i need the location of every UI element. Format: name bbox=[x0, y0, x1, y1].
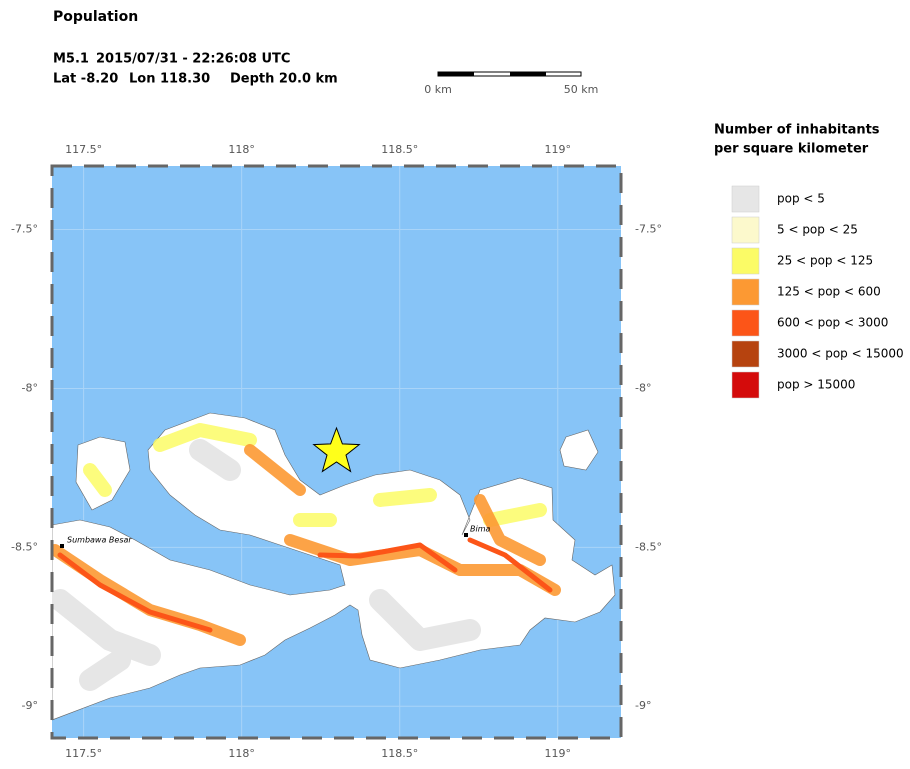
y-tick-label: -8.5° bbox=[635, 540, 662, 553]
y-tick-label: -7.5° bbox=[635, 223, 662, 236]
x-tick-label: 119° bbox=[545, 143, 572, 156]
legend-swatch bbox=[731, 216, 760, 244]
map-frame bbox=[50, 164, 623, 740]
legend-title: per square kilometer bbox=[714, 142, 869, 157]
title: Population bbox=[53, 9, 138, 25]
legend-swatch bbox=[731, 340, 760, 368]
legend-swatch bbox=[731, 278, 760, 306]
x-tick-label: 118.5° bbox=[381, 143, 418, 156]
island bbox=[75, 436, 131, 511]
latitude: Lat -8.20 bbox=[53, 72, 118, 87]
legend-title: Number of inhabitants bbox=[714, 123, 880, 138]
place-label: Bima bbox=[470, 525, 491, 534]
x-tick-label: 118° bbox=[228, 747, 255, 760]
scale-label: 50 km bbox=[564, 83, 599, 96]
legend-label: 125 < pop < 600 bbox=[777, 285, 881, 299]
y-tick-label: -8° bbox=[22, 381, 38, 394]
population-cells bbox=[52, 423, 561, 691]
scale-bar bbox=[437, 71, 582, 77]
x-tick-label: 118° bbox=[228, 143, 255, 156]
y-tick-label: -9° bbox=[22, 699, 38, 712]
legend-label: 3000 < pop < 15000 bbox=[777, 347, 904, 361]
magnitude: M5.1 bbox=[53, 52, 89, 67]
y-tick-label: -7.5° bbox=[11, 223, 38, 236]
legend-swatch bbox=[731, 309, 760, 337]
y-tick-label: -9° bbox=[635, 699, 651, 712]
x-tick-label: 118.5° bbox=[381, 747, 418, 760]
depth: Depth 20.0 km bbox=[230, 72, 338, 87]
legend-label: 5 < pop < 25 bbox=[777, 223, 858, 237]
legend-label: 600 < pop < 3000 bbox=[777, 316, 888, 330]
town-marker bbox=[60, 544, 64, 548]
legend-swatch bbox=[731, 185, 760, 213]
scale-label: 0 km bbox=[424, 83, 452, 96]
town-marker bbox=[464, 533, 468, 537]
epicenter bbox=[312, 426, 361, 473]
legend-swatch bbox=[731, 371, 760, 399]
x-tick-label: 117.5° bbox=[65, 143, 102, 156]
y-tick-label: -8.5° bbox=[11, 540, 38, 553]
place-label: Sumbawa Besar bbox=[67, 536, 132, 545]
legend-swatch bbox=[731, 247, 760, 275]
legend-label: 25 < pop < 125 bbox=[777, 254, 873, 268]
legend-label: pop > 15000 bbox=[777, 378, 855, 392]
datetime: 2015/07/31 - 22:26:08 UTC bbox=[96, 52, 290, 67]
x-tick-label: 119° bbox=[545, 747, 572, 760]
longitude: Lon 118.30 bbox=[129, 72, 210, 87]
y-tick-label: -8° bbox=[635, 381, 651, 394]
island bbox=[52, 412, 616, 721]
island bbox=[559, 429, 599, 471]
x-tick-label: 117.5° bbox=[65, 747, 102, 760]
legend-label: pop < 5 bbox=[777, 192, 825, 206]
